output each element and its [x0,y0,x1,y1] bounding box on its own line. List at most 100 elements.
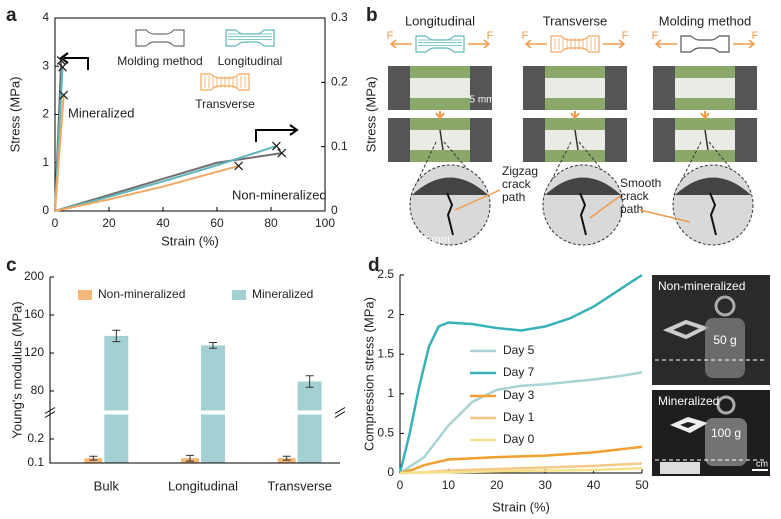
legend-swatch [232,290,246,300]
error-bar [209,342,217,349]
y2-tick-label: 0.1 [331,139,348,153]
step-arrow [435,111,445,120]
photo-grip [653,118,675,162]
axis-break [334,407,346,418]
end-marker [59,90,69,100]
bar [104,335,129,463]
y-tick-label: 120 [24,345,44,359]
end-marker [271,141,281,151]
error-bar [89,455,98,461]
panel-label: c [6,255,17,276]
data-line [54,165,239,212]
photo-specimen [410,78,470,98]
force-label: F [752,30,759,42]
legend-label: Day 1 [503,410,535,424]
annotation: path [620,202,643,216]
zoom-photo [672,164,754,246]
annotation: path [502,190,525,204]
end-marker [234,161,244,171]
y-tick-label: 2 [387,307,394,321]
photo-grip [735,66,757,110]
photo-specimen [545,78,605,98]
data-line [54,145,277,212]
panel-label: a [6,5,17,26]
x-tick-label: Transverse [267,478,332,493]
y-tick-label: 1.5 [377,346,394,360]
error-bar [112,329,121,343]
x-tick-label: 0 [397,478,404,492]
y-tick-label: 200 [24,269,44,283]
photo-grip [605,118,627,162]
force-label: F [522,30,529,42]
photo-grip [653,66,675,110]
photo-panel-d: Non-mineralized Mineralized 50 g 100 g c… [652,275,770,476]
x-tick-label: 40 [587,478,601,492]
legend-label: Longitudinal [218,54,283,68]
x-tick-label: 40 [156,216,170,230]
legend-label: Day 5 [503,343,535,357]
photo-specimen [545,130,605,150]
photo-grip [605,66,627,110]
x-axis-label: Strain (%) [161,233,219,248]
force-label: F [622,30,629,42]
force-label: F [652,30,659,42]
y-tick-label: 1 [387,386,394,400]
zoom-crack [579,192,587,236]
y-tick-label: 0.1 [27,455,44,469]
bar [201,345,225,463]
specimen-icon [135,29,185,47]
specimen-icon [415,35,465,53]
bar [297,381,322,463]
force-label: F [487,30,494,42]
x-tick-label: 20 [102,216,116,230]
photo-specimen [675,78,735,98]
y2-tick-label: 0.2 [331,75,348,89]
x-tick-label: 20 [490,478,504,492]
zoom-mesh [545,177,621,195]
specimen-icon [225,29,275,47]
error-bar [305,375,314,388]
photo-grip [470,118,492,162]
y-axis-label: Compression stress (MPa) [361,297,376,451]
photo-grip [388,66,410,110]
annotation: Smooth [620,176,661,190]
column-title: Molding method [659,13,752,28]
photo-grip [735,118,757,162]
photo-grip [523,118,545,162]
x-tick-label: 100 [315,216,335,230]
force-label: F [387,30,394,42]
force-arrow [654,39,756,49]
zoom-photo [542,164,624,246]
data-line [399,445,643,475]
annotation: Zigzag [502,164,538,178]
zoom-crack [446,192,454,236]
x-tick-label: 60 [210,216,224,230]
photo-label: Mineralized [658,394,719,408]
y2-tick-label: 0 [331,203,338,217]
panel-label: d [368,255,380,276]
step-arrow [700,111,710,120]
x-tick-label: 50 [635,478,649,492]
legend-label: Transverse [195,97,255,111]
y-tick-label: 4 [42,10,49,24]
zoom-mesh [675,177,751,195]
photo-grip [388,118,410,162]
y2-axis-label: Stress (MPa) [363,77,378,153]
y-axis-label: Young's modulus (MPa) [9,301,24,438]
legend-label: Day 3 [503,388,535,402]
axis-break-gap [52,410,340,415]
x-tick-label: 80 [264,216,278,230]
legend-label: Day 7 [503,365,535,379]
data-line [54,95,65,212]
photo-label: Non-mineralized [658,279,745,293]
annotation: crack [502,177,532,191]
group-label: Non-mineralized [232,187,327,202]
y-tick-label: 0.5 [377,426,394,440]
y-tick-label: 0 [387,465,394,479]
zoom-mesh [412,177,488,195]
y-tick-label: 2 [42,107,49,121]
x-axis-label: Strain (%) [492,499,550,514]
